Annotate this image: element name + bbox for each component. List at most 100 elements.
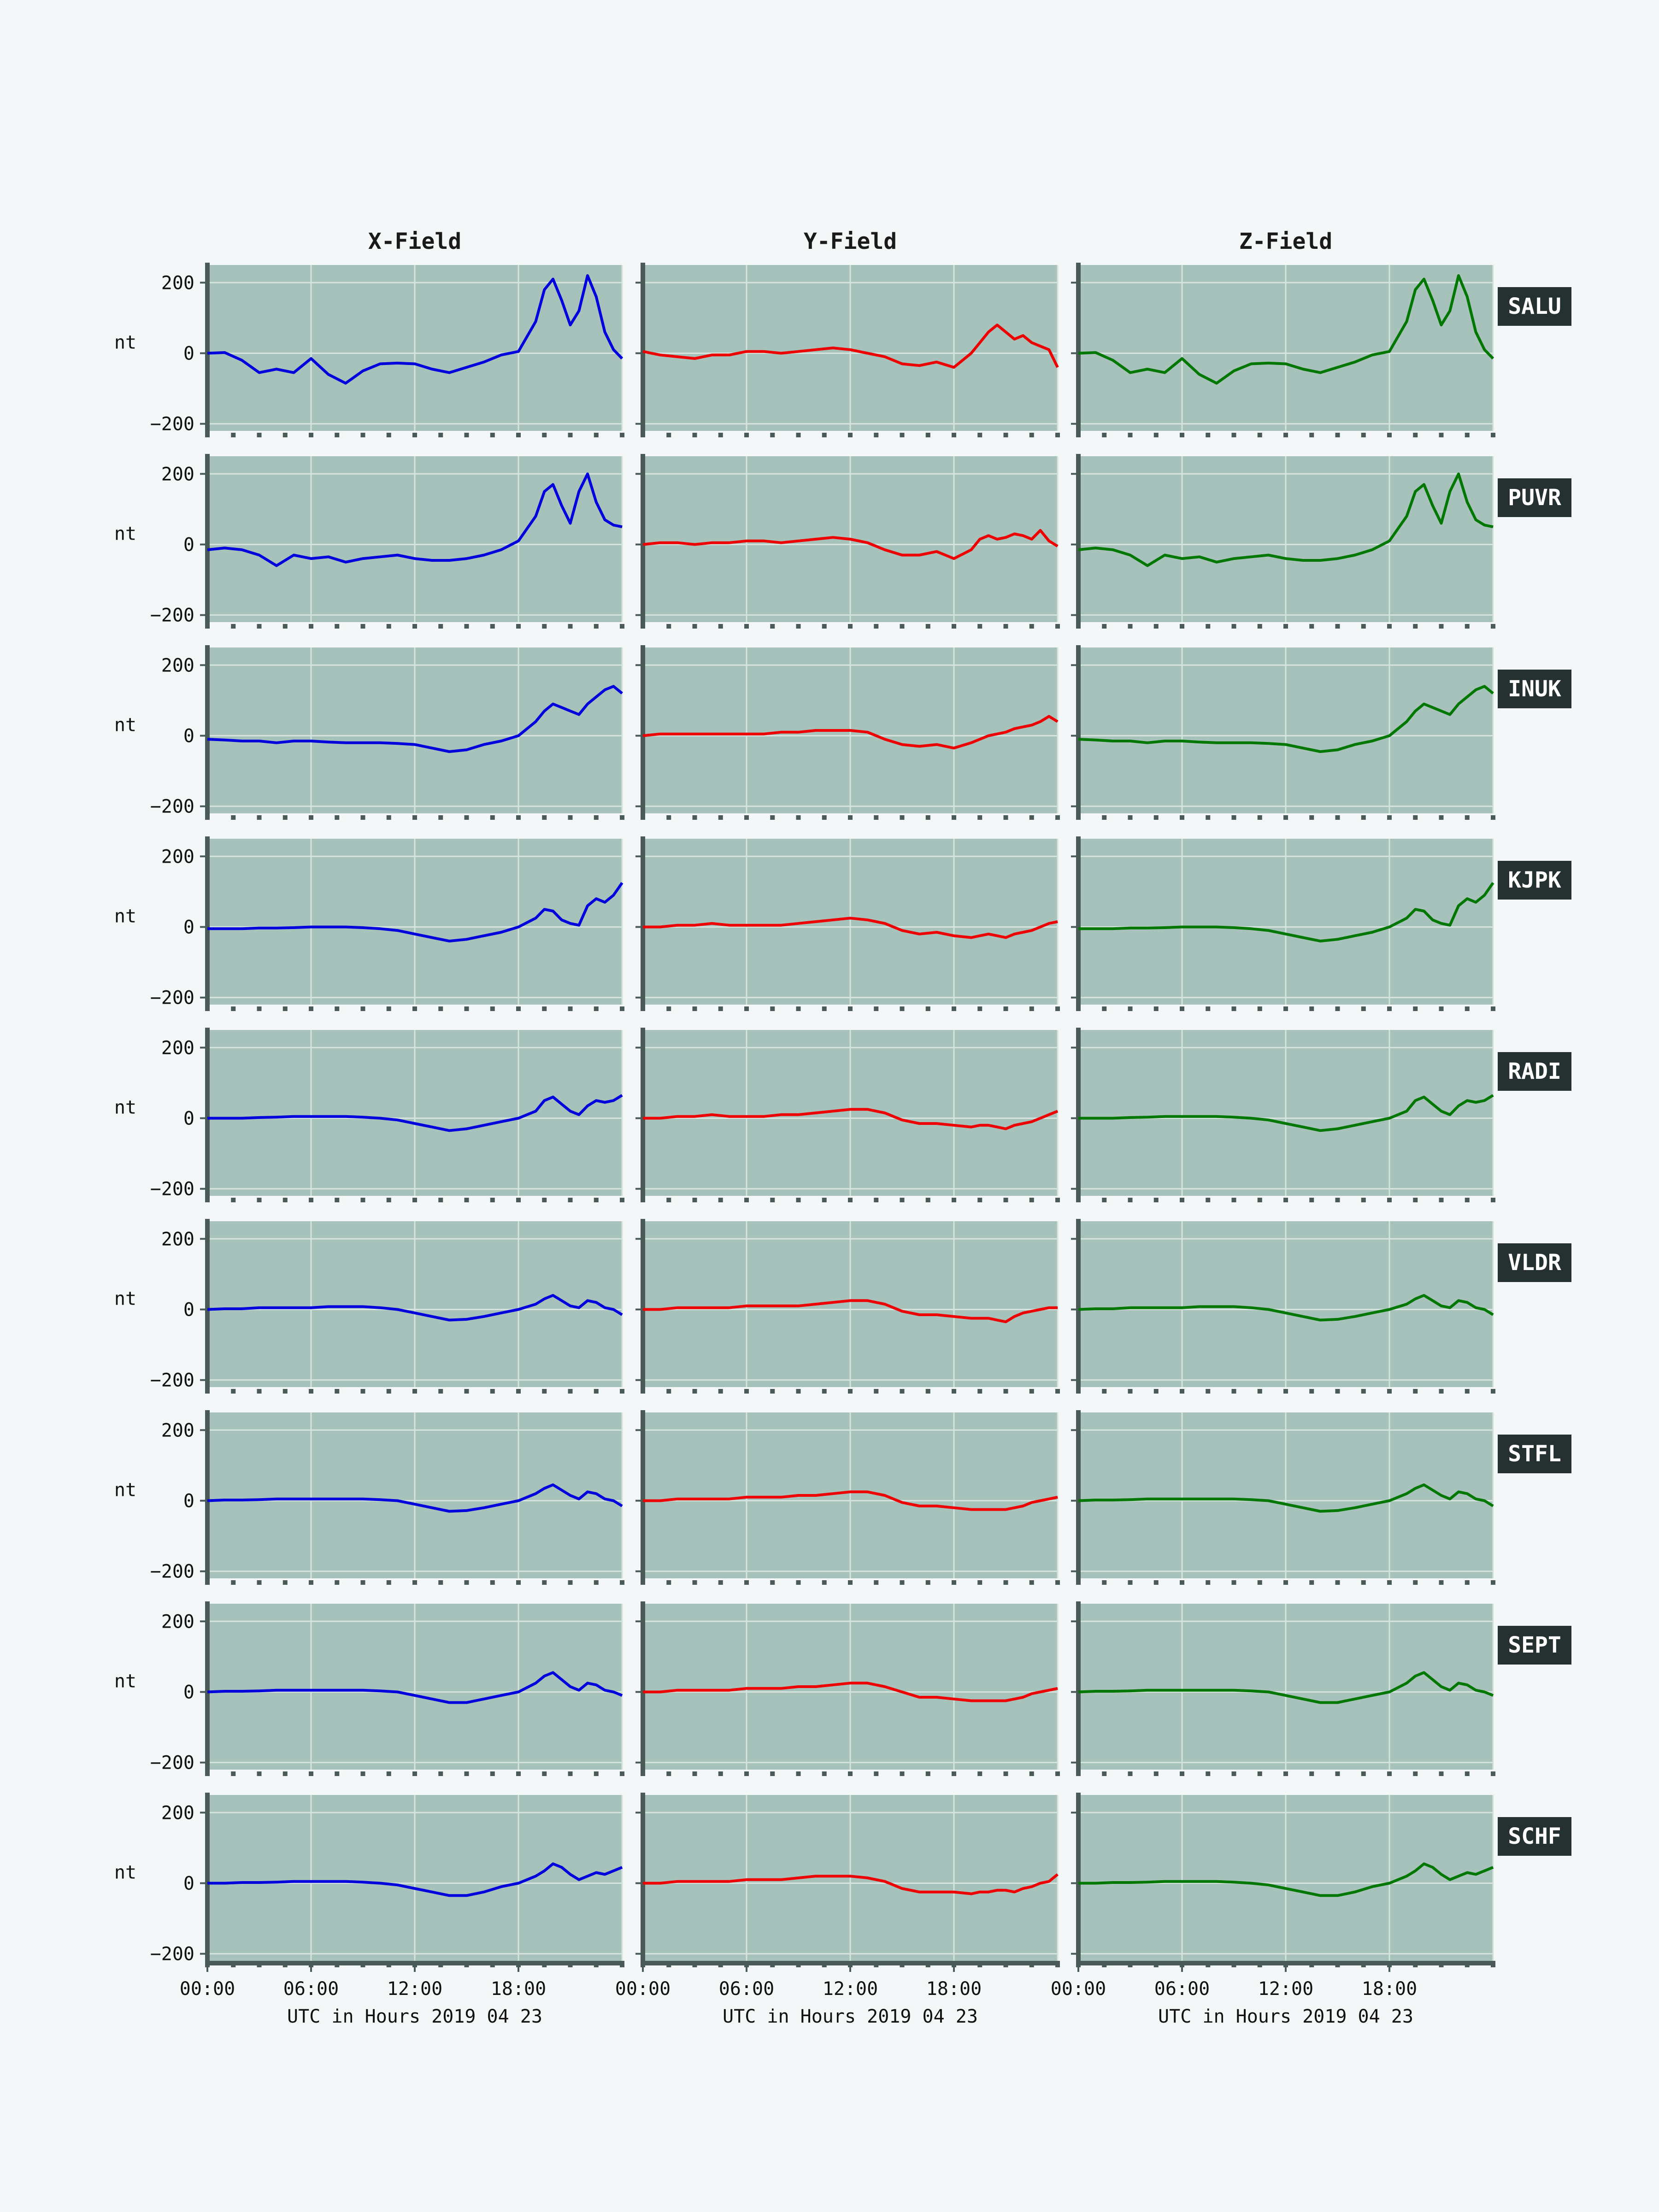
x-tick-label: 18:00 bbox=[926, 1978, 982, 2000]
x-minor-tick bbox=[1361, 433, 1366, 437]
x-minor-tick bbox=[1413, 1580, 1418, 1585]
x-minor-tick bbox=[1153, 1006, 1159, 1011]
series-line-y bbox=[643, 1299, 1058, 1324]
x-minor-tick bbox=[1003, 1389, 1008, 1394]
x-minor-tick bbox=[620, 1006, 624, 1011]
x-minor-tick bbox=[360, 1198, 365, 1202]
x-minor-tick bbox=[1335, 1198, 1340, 1202]
x-minor-tick bbox=[1231, 433, 1236, 437]
x-minor-tick bbox=[309, 1198, 313, 1202]
y-tick-label: 0 bbox=[183, 725, 194, 747]
x-minor-tick bbox=[770, 1771, 775, 1776]
x-minor-tick bbox=[386, 624, 391, 629]
x-minor-tick bbox=[1231, 1389, 1236, 1394]
x-minor-tick bbox=[822, 815, 827, 820]
x-minor-tick bbox=[1439, 1389, 1444, 1394]
station-label: RADI bbox=[1508, 1059, 1561, 1084]
x-axis-label: UTC in Hours 2019 04 23 bbox=[287, 2006, 542, 2027]
station-row-sept: nt −200 0 200 SEPT bbox=[114, 1601, 1571, 1776]
x-minor-tick bbox=[874, 1389, 879, 1394]
x-minor-tick bbox=[1413, 433, 1418, 437]
x-minor-tick bbox=[952, 1006, 956, 1011]
panel-radi-y bbox=[635, 1028, 1060, 1202]
x-minor-tick bbox=[848, 815, 853, 820]
x-minor-tick bbox=[1491, 1771, 1495, 1776]
series-line-x bbox=[207, 1483, 623, 1513]
x-minor-tick bbox=[490, 1771, 495, 1776]
x-minor-tick bbox=[796, 1198, 801, 1202]
x-minor-tick bbox=[231, 1389, 236, 1394]
x-minor-tick bbox=[542, 1580, 547, 1585]
x-minor-tick bbox=[257, 624, 262, 629]
x-minor-tick bbox=[464, 624, 469, 629]
x-minor-tick bbox=[1102, 1198, 1107, 1202]
y-tick-label: −200 bbox=[150, 1370, 194, 1391]
x-minor-tick bbox=[231, 1580, 236, 1585]
x-minor-tick bbox=[1465, 1580, 1470, 1585]
x-minor-tick bbox=[1029, 624, 1034, 629]
station-label: VLDR bbox=[1508, 1250, 1561, 1276]
x-minor-tick bbox=[900, 1580, 905, 1585]
x-minor-tick bbox=[1231, 1771, 1236, 1776]
x-minor-tick bbox=[1076, 1771, 1081, 1776]
x-minor-tick bbox=[770, 1006, 775, 1011]
x-minor-tick bbox=[1309, 1389, 1314, 1394]
x-minor-tick bbox=[874, 1198, 879, 1202]
x-minor-tick bbox=[412, 1771, 417, 1776]
x-minor-tick bbox=[1361, 1006, 1366, 1011]
x-minor-tick bbox=[1153, 1580, 1159, 1585]
x-minor-tick bbox=[542, 1771, 547, 1776]
x-minor-tick bbox=[464, 815, 469, 820]
x-minor-tick bbox=[205, 1389, 210, 1394]
x-minor-tick bbox=[282, 1771, 288, 1776]
x-minor-tick bbox=[1309, 1580, 1314, 1585]
x-minor-tick bbox=[1283, 1389, 1288, 1394]
x-minor-tick bbox=[822, 1006, 827, 1011]
x-minor-tick bbox=[1283, 433, 1288, 437]
x-minor-tick bbox=[1029, 1580, 1034, 1585]
station-label: SCHF bbox=[1508, 1824, 1561, 1849]
x-minor-tick bbox=[516, 433, 521, 437]
x-minor-tick bbox=[796, 1006, 801, 1011]
x-minor-tick bbox=[412, 815, 417, 820]
y-axis-label: nt bbox=[114, 1671, 136, 1692]
x-minor-tick bbox=[1055, 1771, 1060, 1776]
x-minor-tick bbox=[516, 1198, 521, 1202]
x-minor-tick bbox=[1387, 1198, 1392, 1202]
x-minor-tick bbox=[620, 1198, 624, 1202]
x-minor-tick bbox=[1413, 815, 1418, 820]
x-minor-tick bbox=[1283, 1580, 1288, 1585]
x-minor-tick bbox=[412, 1389, 417, 1394]
station-label-box bbox=[1498, 1243, 1571, 1282]
x-minor-tick bbox=[874, 433, 879, 437]
column-title-z: Z-Field bbox=[1239, 229, 1332, 254]
x-minor-tick bbox=[744, 1771, 749, 1776]
x-minor-tick bbox=[744, 624, 749, 629]
x-minor-tick bbox=[977, 1580, 982, 1585]
x-minor-tick bbox=[1257, 624, 1262, 629]
x-minor-tick bbox=[1361, 1771, 1366, 1776]
x-minor-tick bbox=[1076, 1580, 1081, 1585]
x-minor-tick bbox=[438, 1198, 443, 1202]
x-minor-tick bbox=[770, 1198, 775, 1202]
x-minor-tick bbox=[1102, 1389, 1107, 1394]
x-minor-tick bbox=[542, 1389, 547, 1394]
x-minor-tick bbox=[822, 1198, 827, 1202]
station-label-box bbox=[1498, 861, 1571, 900]
x-minor-tick bbox=[744, 1389, 749, 1394]
x-minor-tick bbox=[848, 433, 853, 437]
x-minor-tick bbox=[641, 1389, 645, 1394]
x-minor-tick bbox=[1465, 1771, 1470, 1776]
panel-vldr-x bbox=[200, 1219, 624, 1394]
x-minor-tick bbox=[977, 1006, 982, 1011]
x-minor-tick bbox=[568, 815, 573, 820]
x-minor-tick bbox=[1283, 1198, 1288, 1202]
y-tick-label: 200 bbox=[161, 655, 194, 676]
x-minor-tick bbox=[1439, 433, 1444, 437]
x-minor-tick bbox=[335, 1198, 340, 1202]
x-minor-tick bbox=[952, 1389, 956, 1394]
x-minor-tick bbox=[490, 624, 495, 629]
x-minor-tick bbox=[666, 1771, 671, 1776]
x-minor-tick bbox=[516, 624, 521, 629]
x-minor-tick bbox=[900, 1389, 905, 1394]
